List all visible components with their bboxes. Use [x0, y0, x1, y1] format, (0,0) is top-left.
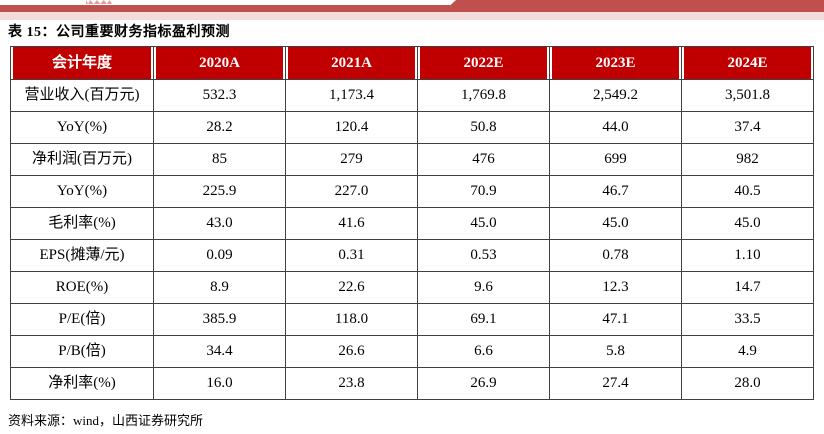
row-label: 净利润(百万元)	[10, 143, 154, 176]
cell-value: 0.53	[417, 239, 550, 272]
cell-value: 699	[549, 143, 682, 176]
row-label: 净利率(%)	[10, 367, 154, 400]
row-label: 营业收入(百万元)	[10, 79, 154, 112]
cell-value: 46.7	[549, 175, 682, 208]
cell-value: 385.9	[153, 303, 286, 336]
cell-value: 28.0	[681, 367, 814, 400]
table-row: 营业收入(百万元) 532.3 1,173.4 1,769.8 2,549.2 3,501…	[10, 79, 814, 112]
header-cell-fiscal-year: 会计年度	[10, 46, 154, 80]
cell-value: 0.31	[285, 239, 418, 272]
banner-thin-red-strip	[0, 5, 450, 12]
cell-value: 45.0	[549, 207, 682, 240]
table-row: EPS(摊薄/元) 0.09 0.31 0.53 0.78 1.10	[10, 239, 814, 272]
cell-value: 14.7	[681, 271, 814, 304]
cell-value: 1,769.8	[417, 79, 550, 112]
banner-pink-strip	[0, 12, 824, 20]
cell-value: 26.9	[417, 367, 550, 400]
cell-value: 0.09	[153, 239, 286, 272]
cell-value: 8.9	[153, 271, 286, 304]
cell-value: 33.5	[681, 303, 814, 336]
cropped-logo-fragment	[86, 0, 112, 4]
cell-value: 23.8	[285, 367, 418, 400]
row-label: YoY(%)	[10, 175, 154, 208]
cell-value: 118.0	[285, 303, 418, 336]
header-cell-year: 2020A	[153, 46, 286, 80]
cell-value: 27.4	[549, 367, 682, 400]
table-row: YoY(%) 225.9 227.0 70.9 46.7 40.5	[10, 175, 814, 208]
financial-forecast-table: 会计年度 2020A 2021A 2022E 2023E 2024E 营业收入(百万元) 5…	[10, 46, 814, 400]
cell-value: 227.0	[285, 175, 418, 208]
cell-value: 120.4	[285, 111, 418, 144]
cell-value: 16.0	[153, 367, 286, 400]
cell-value: 44.0	[549, 111, 682, 144]
row-label: P/E(倍)	[10, 303, 154, 336]
table-row: 毛利率(%) 43.0 41.6 45.0 45.0 45.0	[10, 207, 814, 240]
row-label: P/B(倍)	[10, 335, 154, 368]
cell-value: 6.6	[417, 335, 550, 368]
top-banner	[0, 0, 824, 20]
cell-value: 50.8	[417, 111, 550, 144]
cell-value: 85	[153, 143, 286, 176]
table-row: P/B(倍) 34.4 26.6 6.6 5.8 4.9	[10, 335, 814, 368]
cell-value: 2,549.2	[549, 79, 682, 112]
table-header-row: 会计年度 2020A 2021A 2022E 2023E 2024E	[10, 46, 814, 80]
table-row: ROE(%) 8.9 22.6 9.6 12.3 14.7	[10, 271, 814, 304]
cell-value: 47.1	[549, 303, 682, 336]
cell-value: 37.4	[681, 111, 814, 144]
row-label: YoY(%)	[10, 111, 154, 144]
cell-value: 45.0	[681, 207, 814, 240]
header-cell-year: 2021A	[285, 46, 418, 80]
banner-thick-red-bar	[443, 0, 824, 12]
cell-value: 34.4	[153, 335, 286, 368]
cell-value: 4.9	[681, 335, 814, 368]
cell-value: 1,173.4	[285, 79, 418, 112]
cell-value: 9.6	[417, 271, 550, 304]
table-body: 营业收入(百万元) 532.3 1,173.4 1,769.8 2,549.2 3,501…	[10, 79, 814, 400]
cell-value: 532.3	[153, 79, 286, 112]
header-cell-year: 2024E	[681, 46, 814, 80]
cell-value: 26.6	[285, 335, 418, 368]
cell-value: 225.9	[153, 175, 286, 208]
cell-value: 69.1	[417, 303, 550, 336]
cell-value: 45.0	[417, 207, 550, 240]
row-label: EPS(摊薄/元)	[10, 239, 154, 272]
cell-value: 70.9	[417, 175, 550, 208]
table-title: 表 15：公司重要财务指标盈利预测	[8, 25, 230, 40]
source-note: 资料来源：wind，山西证券研究所	[8, 413, 204, 428]
row-label: 毛利率(%)	[10, 207, 154, 240]
cell-value: 40.5	[681, 175, 814, 208]
table-row: YoY(%) 28.2 120.4 50.8 44.0 37.4	[10, 111, 814, 144]
cell-value: 3,501.8	[681, 79, 814, 112]
cell-value: 476	[417, 143, 550, 176]
cell-value: 982	[681, 143, 814, 176]
table-row: 净利率(%) 16.0 23.8 26.9 27.4 28.0	[10, 367, 814, 400]
cell-value: 279	[285, 143, 418, 176]
table-head: 会计年度 2020A 2021A 2022E 2023E 2024E	[10, 46, 814, 80]
cell-value: 12.3	[549, 271, 682, 304]
cell-value: 28.2	[153, 111, 286, 144]
table-row: 净利润(百万元) 85 279 476 699 982	[10, 143, 814, 176]
cell-value: 41.6	[285, 207, 418, 240]
row-label: ROE(%)	[10, 271, 154, 304]
cell-value: 22.6	[285, 271, 418, 304]
cell-value: 1.10	[681, 239, 814, 272]
cell-value: 43.0	[153, 207, 286, 240]
header-cell-year: 2023E	[549, 46, 682, 80]
header-cell-year: 2022E	[417, 46, 550, 80]
cell-value: 0.78	[549, 239, 682, 272]
cell-value: 5.8	[549, 335, 682, 368]
table-row: P/E(倍) 385.9 118.0 69.1 47.1 33.5	[10, 303, 814, 336]
